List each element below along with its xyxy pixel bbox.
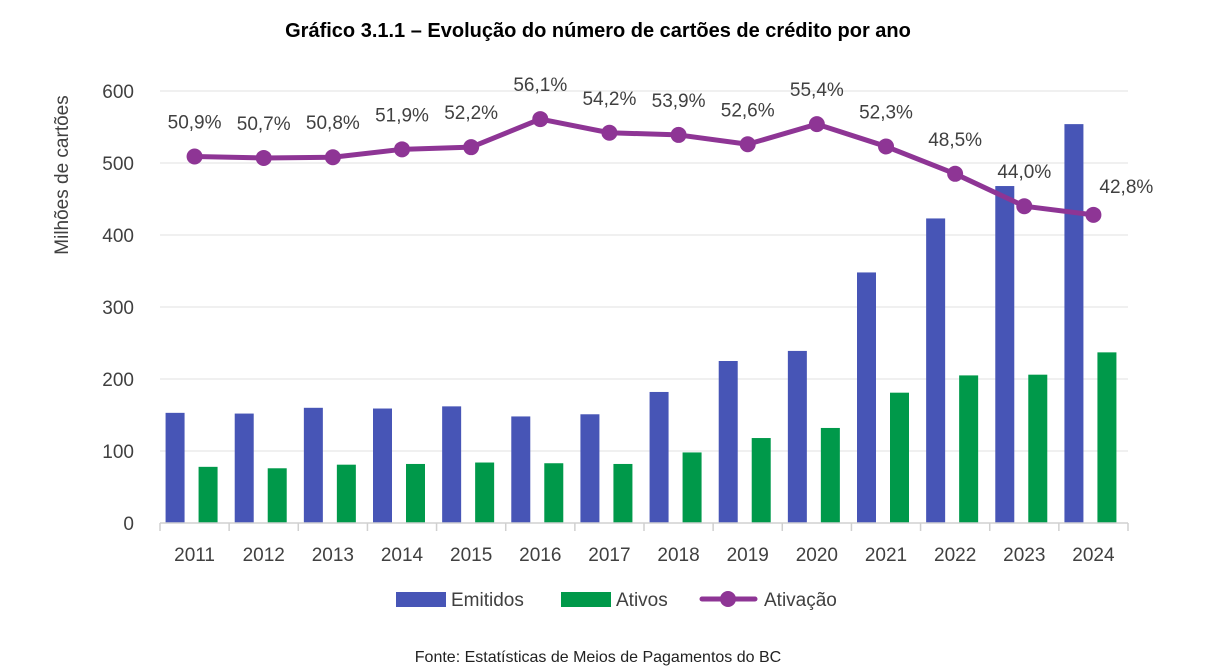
bar-ativos-2018 <box>682 452 702 523</box>
line-marker-2012 <box>255 149 272 166</box>
data-label-ativacao-2017: 54,2% <box>582 89 636 110</box>
legend-label-ativacao: Ativação <box>764 590 837 611</box>
x-tick-label: 2024 <box>1072 545 1115 566</box>
legend-swatch-ativacao-marker <box>720 591 736 607</box>
bar-ativos-2024 <box>1097 352 1117 523</box>
bar-emitidos-2011 <box>165 412 185 523</box>
line-marker-2017 <box>601 124 618 141</box>
bar-emitidos-2020 <box>787 350 807 523</box>
bar-emitidos-2015 <box>442 406 462 523</box>
line-marker-2015 <box>463 139 480 156</box>
x-axis: 2011 2012 2013 2014 2015 2016 2017 2018 2019 2020… <box>159 522 1129 566</box>
data-label-ativacao-2023: 44,0% <box>997 162 1051 183</box>
line-marker-2021 <box>878 138 894 155</box>
data-label-ativacao-2024: 42,8% <box>1099 177 1153 198</box>
bar-ativos-2022 <box>959 375 979 523</box>
bar-emitidos-2022 <box>926 218 946 523</box>
bar-emitidos-2024 <box>1064 124 1084 524</box>
x-tick-label: 2021 <box>865 545 907 566</box>
bars <box>165 124 1117 524</box>
y-axis-label: Milhões de cartões <box>52 95 73 254</box>
bar-ativos-2016 <box>544 463 564 523</box>
y-tick-label: 100 <box>102 442 134 463</box>
line-marker-2023 <box>1016 198 1033 215</box>
legend-label-emitidos: Emitidos <box>451 590 524 611</box>
bar-ativos-2023 <box>1028 374 1048 523</box>
data-label-ativacao-2020: 55,4% <box>790 80 844 101</box>
data-label-ativacao-2015: 52,2% <box>444 103 498 124</box>
data-label-ativacao-2013: 50,8% <box>306 113 360 134</box>
y-tick-label: 300 <box>102 298 134 319</box>
bar-ativos-2021 <box>890 392 909 523</box>
source-note: Fonte: Estatísticas de Meios de Pagament… <box>415 649 781 666</box>
bar-ativos-2020 <box>820 427 840 523</box>
line-marker-2018 <box>670 126 687 143</box>
bar-ativos-2014 <box>406 463 425 523</box>
x-tick-label: 2022 <box>934 545 976 566</box>
bar-emitidos-2014 <box>373 408 392 523</box>
bar-ativos-2013 <box>336 464 356 523</box>
activation-line: 50,9% 50,7% 50,8% 51,9% 52,2% 56,1% 54,2% 53,9%… <box>168 75 1153 223</box>
legend-swatch-emitidos <box>396 592 446 607</box>
data-label-ativacao-2014: 51,9% <box>375 105 429 126</box>
bar-emitidos-2018 <box>649 391 669 523</box>
line-marker-2013 <box>324 149 341 166</box>
y-tick-label: 400 <box>102 226 134 247</box>
x-tick-label: 2016 <box>519 545 561 566</box>
legend-swatch-ativos <box>561 592 611 607</box>
x-tick-label: 2015 <box>450 545 492 566</box>
line-path-ativacao <box>194 116 1094 218</box>
bar-ativos-2015 <box>475 462 495 523</box>
y-tick-label: 200 <box>102 370 134 391</box>
data-label-ativacao-2012: 50,7% <box>237 114 291 135</box>
bar-emitidos-2019 <box>718 361 738 523</box>
data-label-ativacao-2019: 52,6% <box>721 100 775 121</box>
bar-emitidos-2017 <box>580 414 600 523</box>
bar-ativos-2011 <box>198 466 218 523</box>
line-marker-2020 <box>808 116 825 133</box>
x-tick-label: 2012 <box>243 545 285 566</box>
bar-emitidos-2023 <box>995 186 1015 524</box>
bar-ativos-2017 <box>613 463 633 523</box>
line-marker-2016 <box>532 111 549 128</box>
line-marker-2024 <box>1085 206 1102 223</box>
line-marker-2011 <box>186 148 203 165</box>
bar-emitidos-2012 <box>234 413 254 523</box>
x-tick-label: 2013 <box>312 545 354 566</box>
x-tick-label: 2019 <box>727 545 769 566</box>
x-tick-label: 2023 <box>1003 545 1045 566</box>
line-marker-2014 <box>394 141 410 158</box>
data-label-ativacao-2021: 52,3% <box>859 102 913 123</box>
data-label-ativacao-2011: 50,9% <box>168 113 222 134</box>
bar-emitidos-2021 <box>857 272 876 523</box>
x-tick-label: 2020 <box>796 545 838 566</box>
chart-title: Gráfico 3.1.1 – Evolução do número de ca… <box>285 20 911 42</box>
x-tick-label: 2018 <box>657 545 699 566</box>
line-marker-2022 <box>947 165 964 182</box>
legend: Emitidos Ativos Ativação <box>396 590 837 611</box>
bar-ativos-2019 <box>751 438 771 523</box>
gridlines <box>160 90 1128 452</box>
bar-ativos-2012 <box>267 468 287 523</box>
data-label-ativacao-2018: 53,9% <box>652 91 706 112</box>
y-tick-label: 500 <box>102 154 134 175</box>
x-tick-label: 2011 <box>174 545 215 566</box>
line-marker-2019 <box>739 136 756 153</box>
y-axis-ticks: 0 100 200 300 400 500 600 <box>102 82 134 535</box>
y-tick-label: 600 <box>102 82 134 103</box>
bar-emitidos-2013 <box>303 407 323 523</box>
data-label-ativacao-2016: 56,1% <box>513 75 567 96</box>
legend-label-ativos: Ativos <box>616 590 668 611</box>
x-tick-label: 2014 <box>381 545 424 566</box>
data-label-ativacao-2022: 48,5% <box>928 130 982 151</box>
bar-emitidos-2016 <box>511 416 531 523</box>
y-tick-label: 0 <box>123 514 134 535</box>
x-tick-label: 2017 <box>588 545 630 566</box>
